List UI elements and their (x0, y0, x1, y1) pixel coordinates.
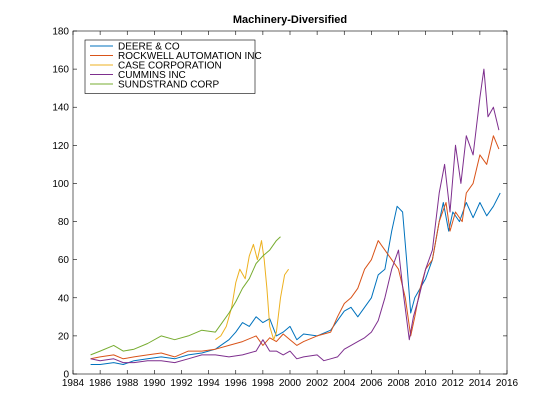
x-tick-label: 2010 (415, 378, 438, 389)
series-line-rockwell-automation-inc (90, 135, 500, 360)
x-tick-label: 1986 (89, 378, 112, 389)
x-tick-label: 2012 (442, 378, 465, 389)
series-line-deere-co (90, 192, 501, 365)
y-tick-label: 120 (52, 141, 69, 152)
x-tick-label: 2004 (333, 378, 356, 389)
y-tick-label: 80 (58, 217, 70, 228)
x-tick-label: 1994 (198, 378, 221, 389)
y-tick-label: 60 (58, 255, 70, 266)
x-tick-label: 1988 (116, 378, 139, 389)
x-tick-label: 1996 (225, 378, 248, 389)
y-tick-label: 0 (63, 370, 69, 381)
y-tick-label: 140 (52, 103, 69, 114)
series-line-cummins-inc (90, 68, 500, 364)
x-tick-label: 2002 (306, 378, 329, 389)
x-axis: 1984 1986 1988 1990 1992 1994 1996 1998 2000 2002… (62, 31, 519, 389)
y-axis: 0 20 40 60 80 100 120 140 160 180 (52, 27, 507, 381)
y-tick-label: 40 (58, 293, 70, 304)
x-tick-label: 2000 (279, 378, 302, 389)
series-layer (90, 68, 501, 365)
legend-label: CASE CORPORATION (118, 61, 222, 72)
legend-label: CUMMINS INC (118, 70, 186, 81)
x-tick-label: 2016 (496, 378, 519, 389)
legend-box (84, 39, 256, 94)
y-tick-label: 160 (52, 65, 69, 76)
x-tick-label: 1984 (62, 378, 85, 389)
series-line-sundstrand-corp (90, 236, 281, 356)
y-tick-label: 180 (52, 27, 69, 38)
x-tick-label: 2014 (469, 378, 492, 389)
legend-label: SUNDSTRAND CORP (118, 80, 219, 91)
series-line-case-corporation (215, 240, 290, 341)
legend-label: ROCKWELL AUTOMATION INC (118, 51, 262, 62)
x-tick-label: 2006 (360, 378, 383, 389)
chart-title: Machinery-Diversified (233, 14, 347, 26)
x-tick-label: 1998 (252, 378, 275, 389)
x-tick-label: 1990 (143, 378, 166, 389)
x-tick-label: 2008 (387, 378, 410, 389)
legend-label: DEERE & CO (118, 42, 180, 53)
x-tick-label: 1992 (170, 378, 193, 389)
y-tick-label: 20 (58, 331, 70, 342)
y-tick-label: 100 (52, 179, 69, 190)
